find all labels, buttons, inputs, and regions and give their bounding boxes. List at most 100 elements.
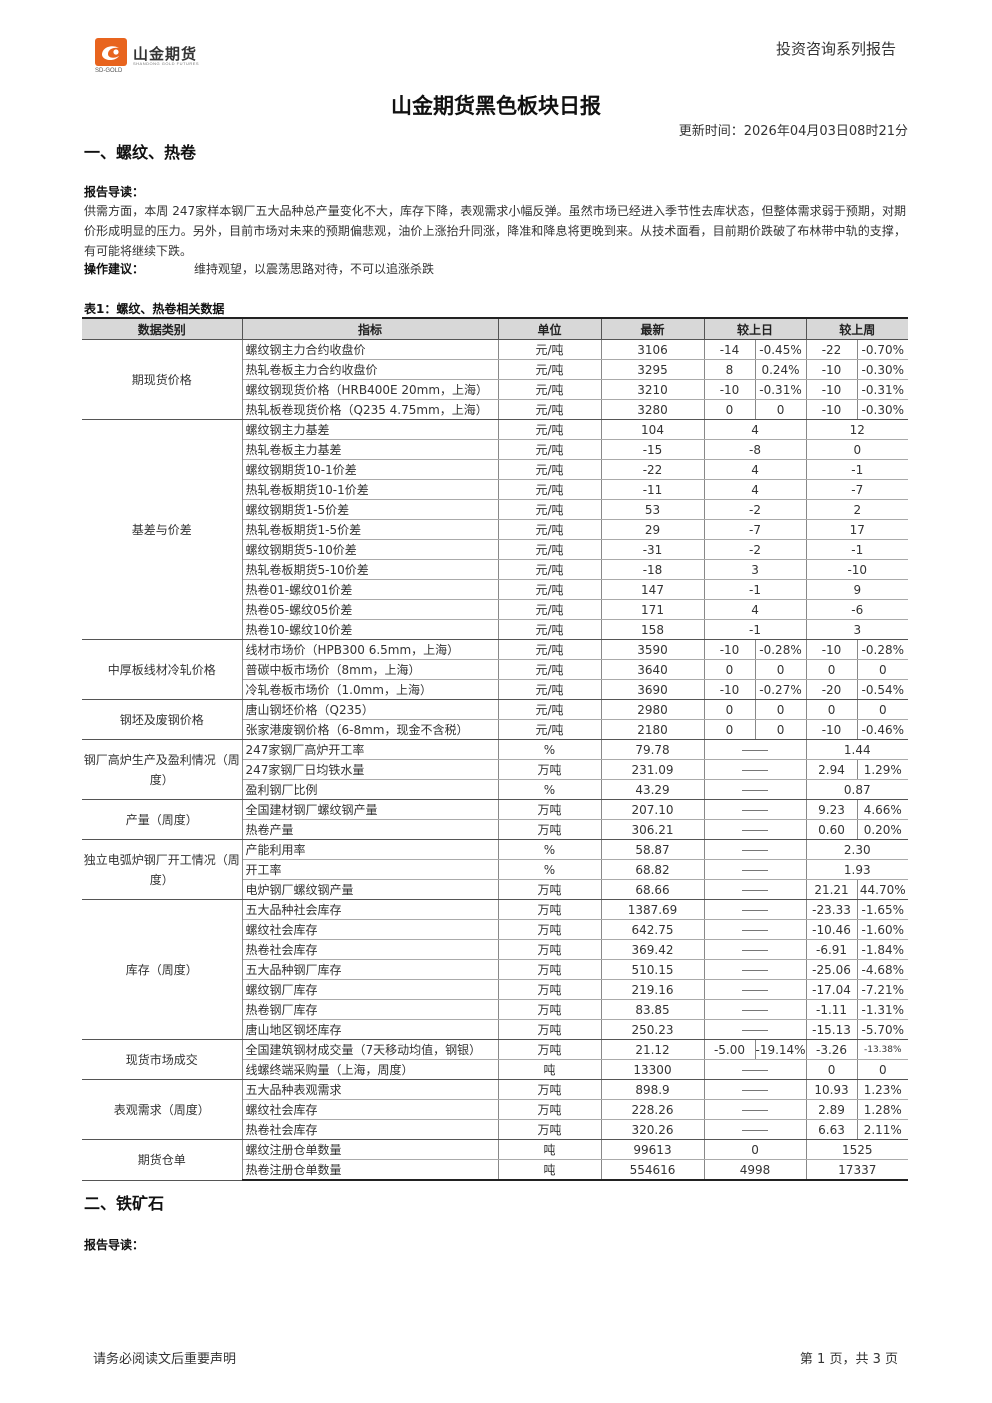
unit-cell: %	[497, 839, 602, 860]
latest-value-cell: 3690	[600, 679, 705, 700]
day-change-pct-cell: -19.14%	[754, 1039, 807, 1060]
day-change-cell: -10	[703, 679, 756, 700]
day-change-cell: 4998	[703, 1159, 807, 1181]
latest-value-cell: 207.10	[600, 799, 705, 820]
latest-value-cell: 13300	[600, 1059, 705, 1080]
week-change-cell: 6.63	[805, 1119, 858, 1140]
week-change-pct-cell: -0.70%	[856, 339, 909, 360]
indicator-cell: 热轧卷板期货1-5价差	[242, 519, 499, 540]
page-number: 第 1 页，共 3 页	[799, 1352, 898, 1367]
no-data-dash	[742, 929, 768, 931]
category-cell: 独立电弧炉钢厂开工情况（周度）	[82, 839, 243, 900]
day-change-cell: -2	[703, 499, 807, 520]
category-cell: 期货仓单	[82, 1139, 243, 1181]
day-change-cell	[703, 859, 807, 880]
table-row: 基差与价差 螺纹钢主力基差 元/吨 104 4 12	[82, 419, 909, 640]
week-change-cell: -15.13	[805, 1019, 858, 1040]
category-cell: 产量（周度）	[82, 799, 243, 840]
table-caption: 表1：螺纹、热卷相关数据	[84, 302, 225, 316]
week-change-pct-cell: 0	[856, 699, 909, 720]
day-change-cell: 8	[703, 359, 756, 380]
unit-cell: 元/吨	[497, 419, 602, 440]
no-data-dash	[742, 749, 768, 751]
table-row: 热卷社会库存 万吨 369.42 -6.91 -1.84%	[82, 939, 909, 960]
unit-cell: 万吨	[497, 979, 602, 1000]
unit-cell: 万吨	[497, 1119, 602, 1140]
indicator-cell: 热卷注册仓单数量	[242, 1159, 499, 1181]
unit-cell: 元/吨	[497, 599, 602, 620]
latest-value-cell: 3295	[600, 359, 705, 380]
week-change-cell: -10	[805, 559, 909, 580]
day-change-pct-cell: -0.45%	[754, 339, 807, 360]
latest-value-cell: 3590	[600, 639, 705, 660]
table-row: 热卷05-螺纹05价差 元/吨 171 4 -6	[82, 599, 909, 620]
latest-value-cell: 2980	[600, 699, 705, 720]
indicator-cell: 螺纹钢期货1-5价差	[242, 499, 499, 520]
table-row: 热轧卷板期货1-5价差 元/吨 29 -7 17	[82, 519, 909, 540]
day-change-cell	[703, 1059, 807, 1080]
week-change-pct-cell: -1.84%	[856, 939, 909, 960]
indicator-cell: 电炉钢厂螺纹钢产量	[242, 879, 499, 900]
day-change-cell	[703, 1079, 807, 1100]
indicator-cell: 唐山地区钢坯库存	[242, 1019, 499, 1040]
unit-cell: %	[497, 739, 602, 760]
unit-cell: %	[497, 779, 602, 800]
day-change-pct-cell: 0	[754, 659, 807, 680]
week-change-pct-cell: -0.54%	[856, 679, 909, 700]
col-header-unit: 单位	[497, 317, 602, 340]
table-row: 螺纹社会库存 万吨 228.26 2.89 1.28%	[82, 1099, 909, 1120]
indicator-cell: 螺纹注册仓单数量	[241, 1139, 499, 1160]
week-change-cell: 9	[805, 579, 909, 600]
week-change-cell: 21.21	[805, 879, 858, 900]
week-change-cell: 0.60	[805, 819, 858, 840]
day-change-cell	[703, 1099, 807, 1120]
no-data-dash	[742, 989, 768, 991]
unit-cell: %	[497, 859, 602, 880]
table-row: 中厚板线材冷轧价格 线材市场价（HPB300 6.5mm，上海） 元/吨 3590 -1…	[82, 639, 909, 700]
week-change-cell: -1	[805, 539, 909, 560]
day-change-cell: -10	[703, 379, 756, 400]
latest-value-cell: -18	[600, 559, 705, 580]
day-change-cell	[703, 739, 807, 760]
indicator-cell: 螺纹钢主力合约收盘价	[241, 339, 499, 360]
day-change-cell	[703, 799, 807, 820]
week-change-cell: -6.91	[805, 939, 858, 960]
day-change-cell	[703, 959, 807, 980]
col-header-category: 数据类别	[82, 317, 243, 340]
latest-value-cell: 320.26	[600, 1119, 705, 1140]
indicator-cell: 普碳中板市场价（8mm，上海）	[242, 659, 499, 680]
day-change-pct-cell: 0	[754, 719, 807, 740]
no-data-dash	[742, 829, 768, 831]
indicator-cell: 全国建材钢厂螺纹钢产量	[241, 799, 499, 820]
unit-cell: 万吨	[497, 799, 602, 820]
no-data-dash	[742, 1109, 768, 1111]
unit-cell: 万吨	[497, 999, 602, 1020]
table-row: 库存（周度） 五大品种社会库存 万吨 1387.69 -23.33 -1.65%	[82, 899, 909, 1040]
unit-cell: 万吨	[497, 1019, 602, 1040]
week-change-pct-cell: 44.70%	[856, 879, 909, 900]
unit-cell: 元/吨	[497, 619, 602, 640]
latest-value-cell: 158	[600, 619, 705, 640]
no-data-dash	[742, 869, 768, 871]
logo-short-name: SD-GOLD	[95, 68, 123, 74]
latest-value-cell: 228.26	[600, 1099, 705, 1120]
latest-value-cell: 58.87	[600, 839, 705, 860]
week-change-cell: 1.93	[805, 859, 909, 880]
latest-value-cell: 171	[600, 599, 705, 620]
col-header-vs-prev-day: 较上日	[703, 317, 807, 340]
week-change-cell: 10.93	[805, 1079, 858, 1100]
latest-value-cell: -31	[600, 539, 705, 560]
week-change-pct-cell: -13.38%	[856, 1039, 909, 1060]
week-change-pct-cell: -0.30%	[856, 359, 909, 380]
table-row: 螺纹社会库存 万吨 642.75 -10.46 -1.60%	[82, 919, 909, 940]
category-cell: 钢厂高炉生产及盈利情况（周度）	[82, 739, 243, 800]
unit-cell: 万吨	[497, 919, 602, 940]
day-change-pct-cell: 0.24%	[754, 359, 807, 380]
category-cell: 基差与价差	[82, 419, 243, 640]
day-change-cell	[703, 819, 807, 840]
category-cell: 库存（周度）	[82, 899, 243, 1040]
unit-cell: 吨	[497, 1139, 602, 1160]
latest-value-cell: 21.12	[600, 1039, 705, 1060]
latest-value-cell: 3210	[600, 379, 705, 400]
table-row: 螺纹钢期货1-5价差 元/吨 53 -2 2	[82, 499, 909, 520]
